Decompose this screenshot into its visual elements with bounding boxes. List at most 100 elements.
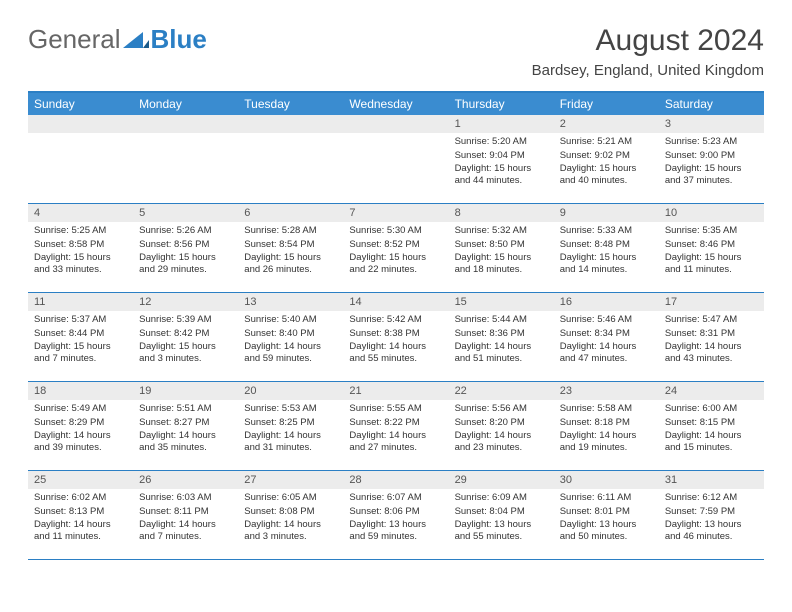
day-number: 14: [343, 293, 448, 311]
day-number: 18: [28, 382, 133, 400]
daylight-text: Daylight: 15 hours and 29 minutes.: [139, 252, 232, 277]
daylight-text: Daylight: 14 hours and 39 minutes.: [34, 430, 127, 455]
sunset-text: Sunset: 8:46 PM: [665, 239, 758, 251]
sunset-text: Sunset: 8:52 PM: [349, 239, 442, 251]
daylight-text: Daylight: 15 hours and 22 minutes.: [349, 252, 442, 277]
daylight-text: Daylight: 14 hours and 31 minutes.: [244, 430, 337, 455]
sunrise-text: Sunrise: 5:39 AM: [139, 314, 232, 326]
day-header-sunday: Sunday: [28, 93, 133, 115]
day-number: 6: [238, 204, 343, 222]
day-content: Sunrise: 5:33 AMSunset: 8:48 PMDaylight:…: [554, 222, 659, 283]
daylight-text: Daylight: 14 hours and 19 minutes.: [560, 430, 653, 455]
day-header-tuesday: Tuesday: [238, 93, 343, 115]
sunrise-text: Sunrise: 5:35 AM: [665, 225, 758, 237]
sunset-text: Sunset: 8:22 PM: [349, 417, 442, 429]
daylight-text: Daylight: 14 hours and 55 minutes.: [349, 341, 442, 366]
day-content: Sunrise: 6:09 AMSunset: 8:04 PMDaylight:…: [449, 489, 554, 550]
day-cell: 8Sunrise: 5:32 AMSunset: 8:50 PMDaylight…: [449, 204, 554, 292]
day-content: Sunrise: 5:40 AM Sunset: 8:40 PMDaylight:…: [238, 311, 343, 372]
day-number: 4: [28, 204, 133, 222]
day-content: Sunrise: 6:03 AMSunset: 8:11 PMDaylight:…: [133, 489, 238, 550]
day-cell: [133, 115, 238, 203]
sunrise-text: Sunrise: 6:00 AM: [665, 403, 758, 415]
sunrise-text: Sunrise: 6:12 AM: [665, 492, 758, 504]
weeks-container: 1Sunrise: 5:20 AMSunset: 9:04 PMDaylight…: [28, 115, 764, 560]
day-content: Sunrise: 5:35 AM Sunset: 8:46 PMDaylight:…: [659, 222, 764, 283]
sunrise-text: Sunrise: 6:11 AM: [560, 492, 653, 504]
day-cell: 15Sunrise: 5:44 AMSunset: 8:36 PMDayligh…: [449, 293, 554, 381]
day-content: Sunrise: 5:39 AMSunset: 8:42 PMDaylight:…: [133, 311, 238, 372]
daylight-text: Daylight: 14 hours and 59 minutes.: [244, 341, 337, 366]
sunset-text: Sunset: 9:02 PM: [560, 150, 653, 162]
day-number: 12: [133, 293, 238, 311]
day-cell: 18Sunrise: 5:49 AMSunset: 8:29 PMDayligh…: [28, 382, 133, 470]
day-content: Sunrise: 5:51 AMSunset: 8:27 PMDaylight:…: [133, 400, 238, 461]
day-number: 31: [659, 471, 764, 489]
day-content: Sunrise: 6:11 AMSunset: 8:01 PMDaylight:…: [554, 489, 659, 550]
day-number: 8: [449, 204, 554, 222]
sunrise-text: Sunrise: 5:56 AM: [455, 403, 548, 415]
sunset-text: Sunset: 8:11 PM: [139, 506, 232, 518]
daylight-text: Daylight: 14 hours and 23 minutes.: [455, 430, 548, 455]
day-cell: 5 Sunrise: 5:26 AM Sunset: 8:56 PMDaylight…: [133, 204, 238, 292]
day-number: 29: [449, 471, 554, 489]
day-content: Sunrise: 5:46 AMSunset: 8:34 PMDaylight:…: [554, 311, 659, 372]
day-cell: 4Sunrise: 5:25 AMSunset: 8:58 PMDaylight…: [28, 204, 133, 292]
day-cell: 25Sunrise: 6:02 AMSunset: 8:13 PMDayligh…: [28, 471, 133, 559]
sunrise-text: Sunrise: 5:55 AM: [349, 403, 442, 415]
day-number: 22: [449, 382, 554, 400]
sunset-text: Sunset: 8:04 PM: [455, 506, 548, 518]
day-number: 9: [554, 204, 659, 222]
day-content: Sunrise: 6:12 AMSunset: 7:59 PMDaylight:…: [659, 489, 764, 550]
sunset-text: Sunset: 8:25 PM: [244, 417, 337, 429]
daylight-text: Daylight: 15 hours and 11 minutes.: [665, 252, 758, 277]
day-content: Sunrise: 5:21 AM Sunset: 9:02 PMDaylight:…: [554, 133, 659, 194]
daylight-text: Daylight: 15 hours and 40 minutes.: [560, 163, 653, 188]
sunrise-text: Sunrise: 5:21 AM: [560, 136, 653, 148]
day-number: 1: [449, 115, 554, 133]
sunrise-text: Sunrise: 5:26 AM: [139, 225, 232, 237]
sunrise-text: Sunrise: 5:40 AM: [244, 314, 337, 326]
day-content: Sunrise: 5:30 AMSunset: 8:52 PMDaylight:…: [343, 222, 448, 283]
sunset-text: Sunset: 8:58 PM: [34, 239, 127, 251]
day-number: 16: [554, 293, 659, 311]
day-number: 5: [133, 204, 238, 222]
day-cell: 1Sunrise: 5:20 AMSunset: 9:04 PMDaylight…: [449, 115, 554, 203]
sunset-text: Sunset: 8:34 PM: [560, 328, 653, 340]
sunset-text: Sunset: 8:48 PM: [560, 239, 653, 251]
day-cell: 21Sunrise: 5:55 AMSunset: 8:22 PMDayligh…: [343, 382, 448, 470]
day-content: Sunrise: 5:53 AMSunset: 8:25 PMDaylight:…: [238, 400, 343, 461]
day-cell: 30Sunrise: 6:11 AMSunset: 8:01 PMDayligh…: [554, 471, 659, 559]
calendar: SundayMondayTuesdayWednesdayThursdayFrid…: [28, 91, 764, 560]
sunset-text: Sunset: 8:08 PM: [244, 506, 337, 518]
sunrise-text: Sunrise: 6:05 AM: [244, 492, 337, 504]
day-content: Sunrise: 6:05 AM Sunset: 8:08 PMDaylight:…: [238, 489, 343, 550]
sunset-text: Sunset: 7:59 PM: [665, 506, 758, 518]
sunset-text: Sunset: 8:13 PM: [34, 506, 127, 518]
day-number: 24: [659, 382, 764, 400]
day-content: Sunrise: 5:49 AMSunset: 8:29 PMDaylight:…: [28, 400, 133, 461]
day-cell: 6Sunrise: 5:28 AMSunset: 8:54 PMDaylight…: [238, 204, 343, 292]
sunset-text: Sunset: 8:31 PM: [665, 328, 758, 340]
sunset-text: Sunset: 8:40 PM: [244, 328, 337, 340]
day-content: Sunrise: 5:23 AMSunset: 9:00 PMDaylight:…: [659, 133, 764, 194]
day-content: Sunrise: 5:32 AMSunset: 8:50 PMDaylight:…: [449, 222, 554, 283]
empty-day-number: [343, 115, 448, 133]
sunset-text: Sunset: 8:56 PM: [139, 239, 232, 251]
sunrise-text: Sunrise: 5:51 AM: [139, 403, 232, 415]
empty-day-number: [238, 115, 343, 133]
sunrise-text: Sunrise: 5:42 AM: [349, 314, 442, 326]
daylight-text: Daylight: 14 hours and 7 minutes.: [139, 519, 232, 544]
sunset-text: Sunset: 8:18 PM: [560, 417, 653, 429]
day-cell: [28, 115, 133, 203]
logo-triangle-icon: [123, 30, 149, 50]
daylight-text: Daylight: 14 hours and 3 minutes.: [244, 519, 337, 544]
daylight-text: Daylight: 15 hours and 37 minutes.: [665, 163, 758, 188]
day-cell: 14 Sunrise: 5:42 AM Sunset: 8:38 PMDayligh…: [343, 293, 448, 381]
sunset-text: Sunset: 8:38 PM: [349, 328, 442, 340]
daylight-text: Daylight: 13 hours and 59 minutes.: [349, 519, 442, 544]
logo-text-general: General: [28, 24, 121, 55]
day-cell: 10Sunrise: 5:35 AMSunset: 8:46 PMDayligh…: [659, 204, 764, 292]
day-header-row: SundayMondayTuesdayWednesdayThursdayFrid…: [28, 93, 764, 115]
day-number: 28: [343, 471, 448, 489]
